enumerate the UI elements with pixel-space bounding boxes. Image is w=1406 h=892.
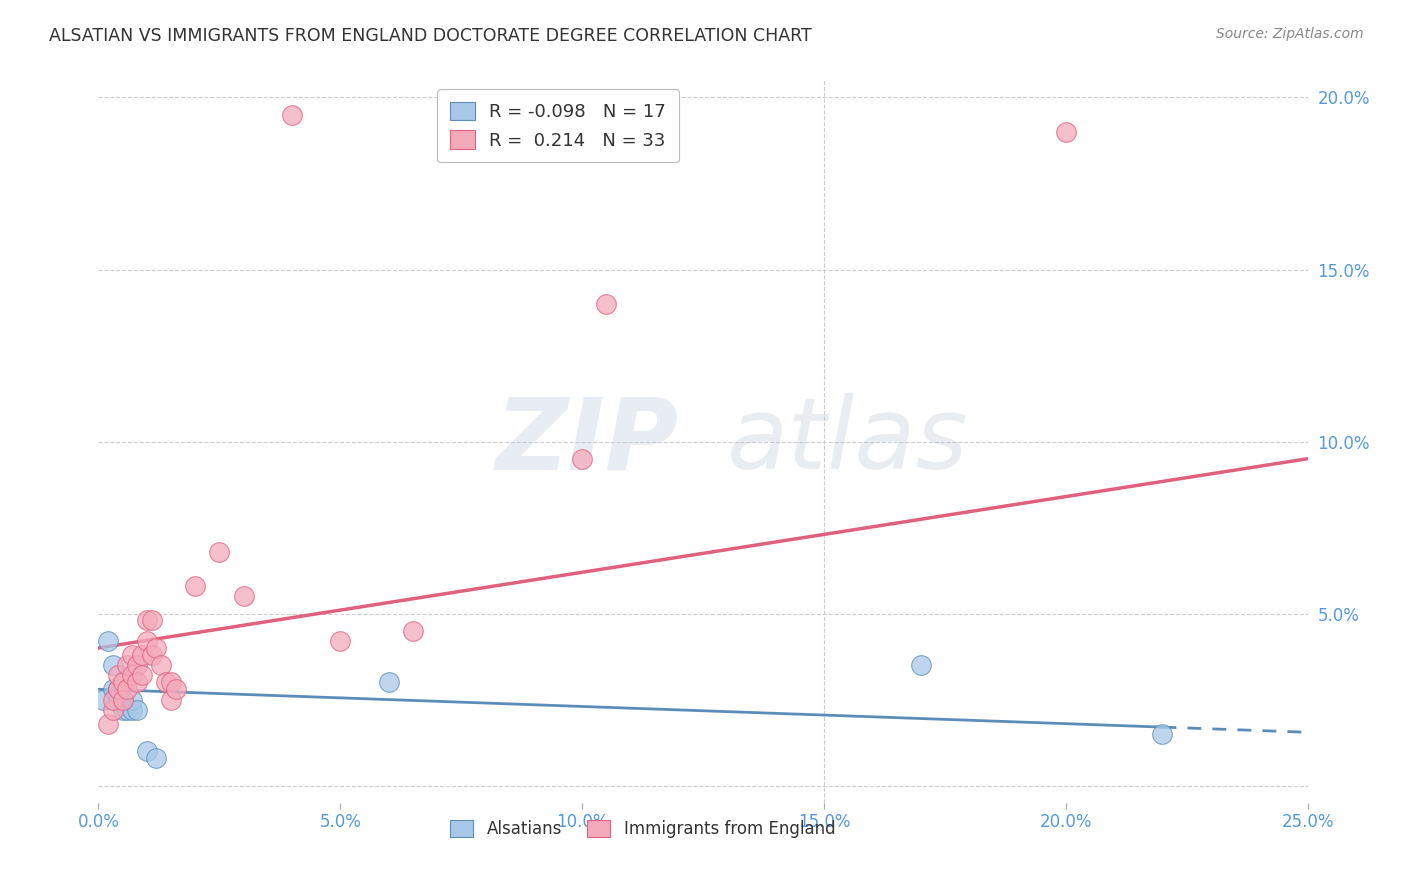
Point: [329, 634, 352, 648]
Point: [107, 682, 129, 697]
Point: [131, 648, 153, 662]
Point: [111, 703, 134, 717]
Point: [101, 703, 124, 717]
Text: ZIP: ZIP: [496, 393, 679, 490]
Point: [150, 658, 173, 673]
Point: [107, 668, 129, 682]
Point: [595, 297, 617, 311]
Point: [121, 648, 143, 662]
Point: [97, 634, 120, 648]
Point: [232, 590, 254, 604]
Point: [131, 668, 153, 682]
Point: [121, 668, 143, 682]
Text: Source: ZipAtlas.com: Source: ZipAtlas.com: [1216, 27, 1364, 41]
Point: [97, 716, 120, 731]
Point: [107, 692, 129, 706]
Point: [91, 692, 114, 706]
Point: [127, 703, 149, 717]
Point: [101, 658, 124, 673]
Point: [135, 634, 157, 648]
Point: [101, 682, 124, 697]
Text: ALSATIAN VS IMMIGRANTS FROM ENGLAND DOCTORATE DEGREE CORRELATION CHART: ALSATIAN VS IMMIGRANTS FROM ENGLAND DOCT…: [49, 27, 811, 45]
Point: [117, 703, 139, 717]
Point: [127, 675, 149, 690]
Point: [184, 579, 207, 593]
Legend: Alsatians, Immigrants from England: Alsatians, Immigrants from England: [443, 814, 842, 845]
Point: [402, 624, 425, 638]
Point: [121, 703, 143, 717]
Point: [107, 682, 129, 697]
Point: [117, 682, 139, 697]
Point: [1054, 125, 1077, 139]
Point: [281, 108, 304, 122]
Point: [208, 544, 231, 558]
Point: [160, 675, 183, 690]
Point: [910, 658, 932, 673]
Point: [135, 614, 157, 628]
Point: [111, 692, 134, 706]
Point: [1152, 727, 1174, 741]
Point: [111, 675, 134, 690]
Point: [141, 614, 163, 628]
Point: [121, 692, 143, 706]
Text: atlas: atlas: [727, 393, 969, 490]
Point: [127, 658, 149, 673]
Point: [111, 692, 134, 706]
Point: [141, 648, 163, 662]
Point: [145, 640, 167, 655]
Point: [377, 675, 399, 690]
Point: [571, 451, 593, 466]
Point: [101, 692, 124, 706]
Point: [155, 675, 177, 690]
Point: [160, 692, 183, 706]
Point: [145, 751, 167, 765]
Point: [165, 682, 187, 697]
Point: [135, 744, 157, 758]
Point: [117, 658, 139, 673]
